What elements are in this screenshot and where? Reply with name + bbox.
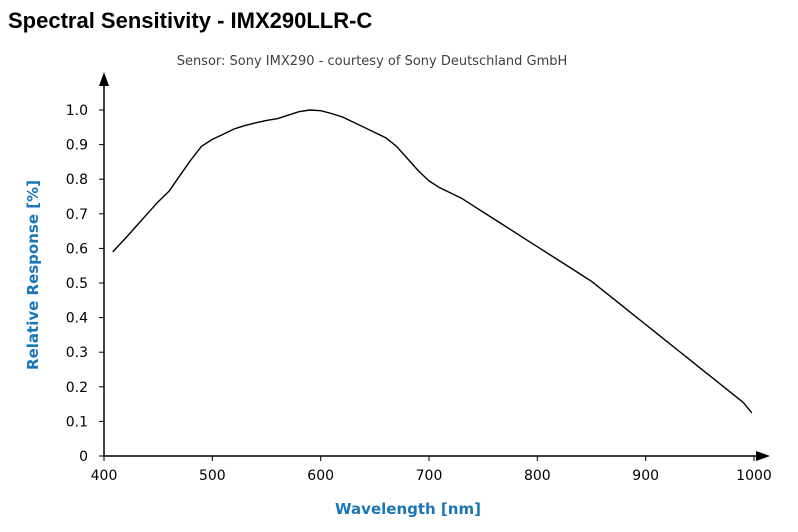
- x-tick-label: 900: [632, 468, 659, 484]
- y-tick-label: 0.9: [66, 138, 88, 154]
- chart-title: Spectral Sensitivity - IMX290LLR-C: [8, 8, 372, 33]
- x-axis-label: Wavelength [nm]: [335, 500, 481, 518]
- x-tick-label: 500: [199, 468, 226, 484]
- axes: [99, 72, 770, 461]
- sensitivity-curve: [112, 109, 753, 414]
- y-tick-label: 0.5: [66, 276, 88, 292]
- x-tick-label: 700: [416, 468, 443, 484]
- x-axis-arrow: [756, 451, 770, 461]
- y-tick-label: 0.4: [66, 311, 88, 327]
- x-tick-label: 1000: [736, 468, 772, 484]
- chart-subtitle: Sensor: Sony IMX290 - courtesy of Sony D…: [177, 54, 568, 69]
- x-tick-label: 600: [307, 468, 334, 484]
- y-tick-label: 0.6: [66, 241, 88, 257]
- y-tick-label: 1.0: [66, 103, 88, 119]
- x-tick-label: 400: [91, 468, 118, 484]
- y-tick-label: 0.3: [66, 345, 88, 361]
- y-tick-label: 0.8: [66, 172, 88, 188]
- y-tick-label: 0: [79, 449, 88, 465]
- y-tick-label: 0.7: [66, 207, 88, 223]
- y-tick-group: 0 0.1 0.2 0.3 0.4 0.5 0.6 0.7 0.8 0.9 1.0: [66, 103, 104, 465]
- series-group: [112, 109, 753, 414]
- y-axis-label: Relative Response [%]: [24, 180, 42, 370]
- y-tick-label: 0.1: [66, 414, 88, 430]
- x-tick-label: 800: [524, 468, 551, 484]
- x-tick-group: 400 500 600 700 800 900 1000: [91, 456, 772, 484]
- y-axis-arrow: [99, 72, 109, 86]
- y-tick-label: 0.2: [66, 380, 88, 396]
